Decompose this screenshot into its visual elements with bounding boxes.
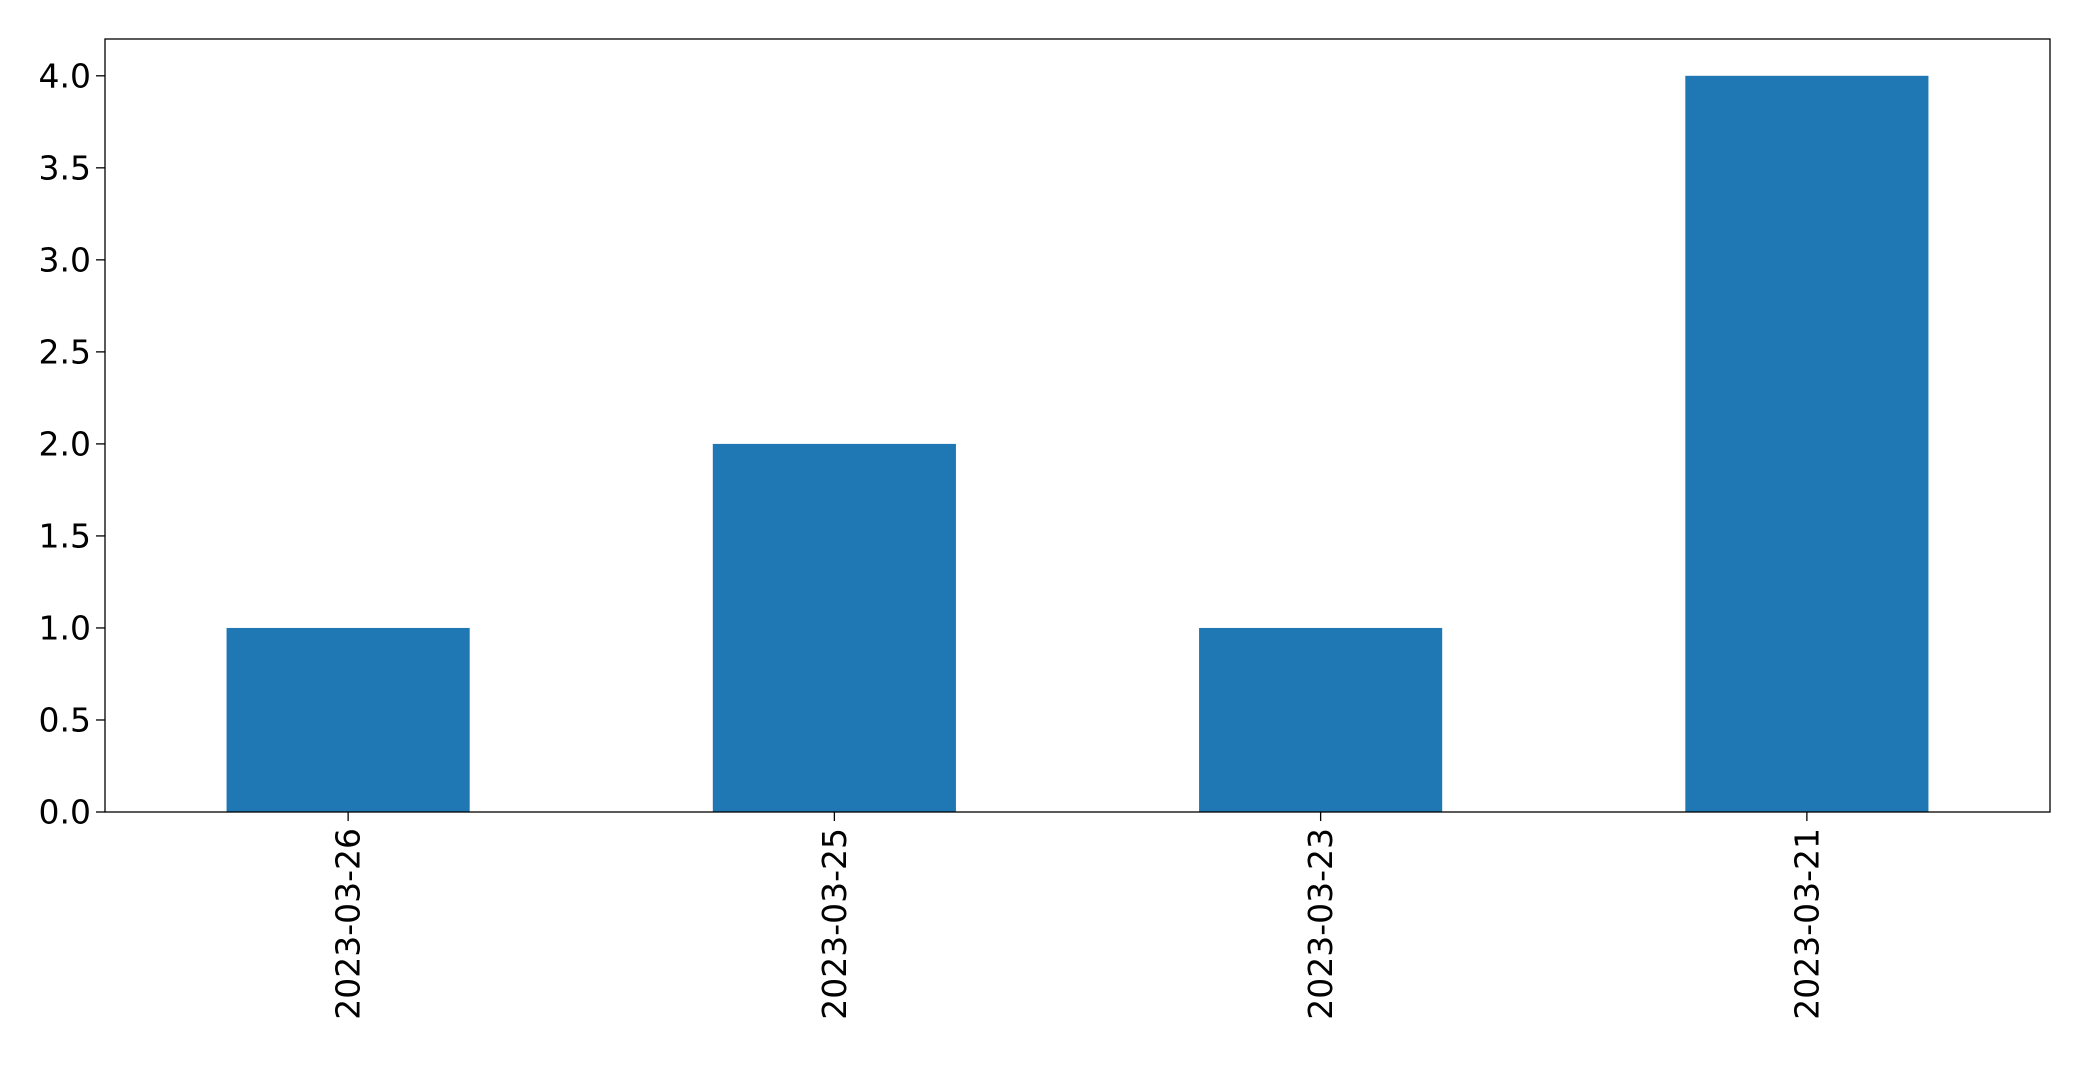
y-tick-label: 2.5 [39, 332, 91, 371]
y-tick-label: 0.5 [39, 700, 91, 739]
y-tick-label: 3.0 [39, 240, 91, 279]
y-axis: 0.0 0.5 1.0 1.5 2.0 2.5 3.0 3.5 4.0 [39, 56, 105, 832]
plot-frame [104, 38, 2051, 813]
x-tick-label: 2023-03-26 [329, 828, 368, 1020]
y-tick-label: 0.0 [39, 793, 91, 832]
y-tick-label: 3.5 [39, 148, 91, 187]
x-tick-label: 2023-03-23 [1301, 828, 1340, 1020]
bar [226, 627, 470, 812]
bar [1685, 75, 1929, 812]
bars-group [226, 75, 1929, 812]
bar [1199, 627, 1443, 812]
x-tick-label: 2023-03-21 [1787, 828, 1826, 1020]
x-axis: 2023-03-26 2023-03-25 2023-03-23 2023-03-21 [329, 812, 1826, 1020]
y-tick-label: 2.0 [39, 424, 91, 463]
y-tick-label: 1.5 [39, 516, 91, 555]
bar [712, 443, 956, 812]
y-tick-label: 4.0 [39, 56, 91, 95]
x-tick-label: 2023-03-25 [815, 828, 854, 1020]
y-tick-label: 1.0 [39, 608, 91, 647]
